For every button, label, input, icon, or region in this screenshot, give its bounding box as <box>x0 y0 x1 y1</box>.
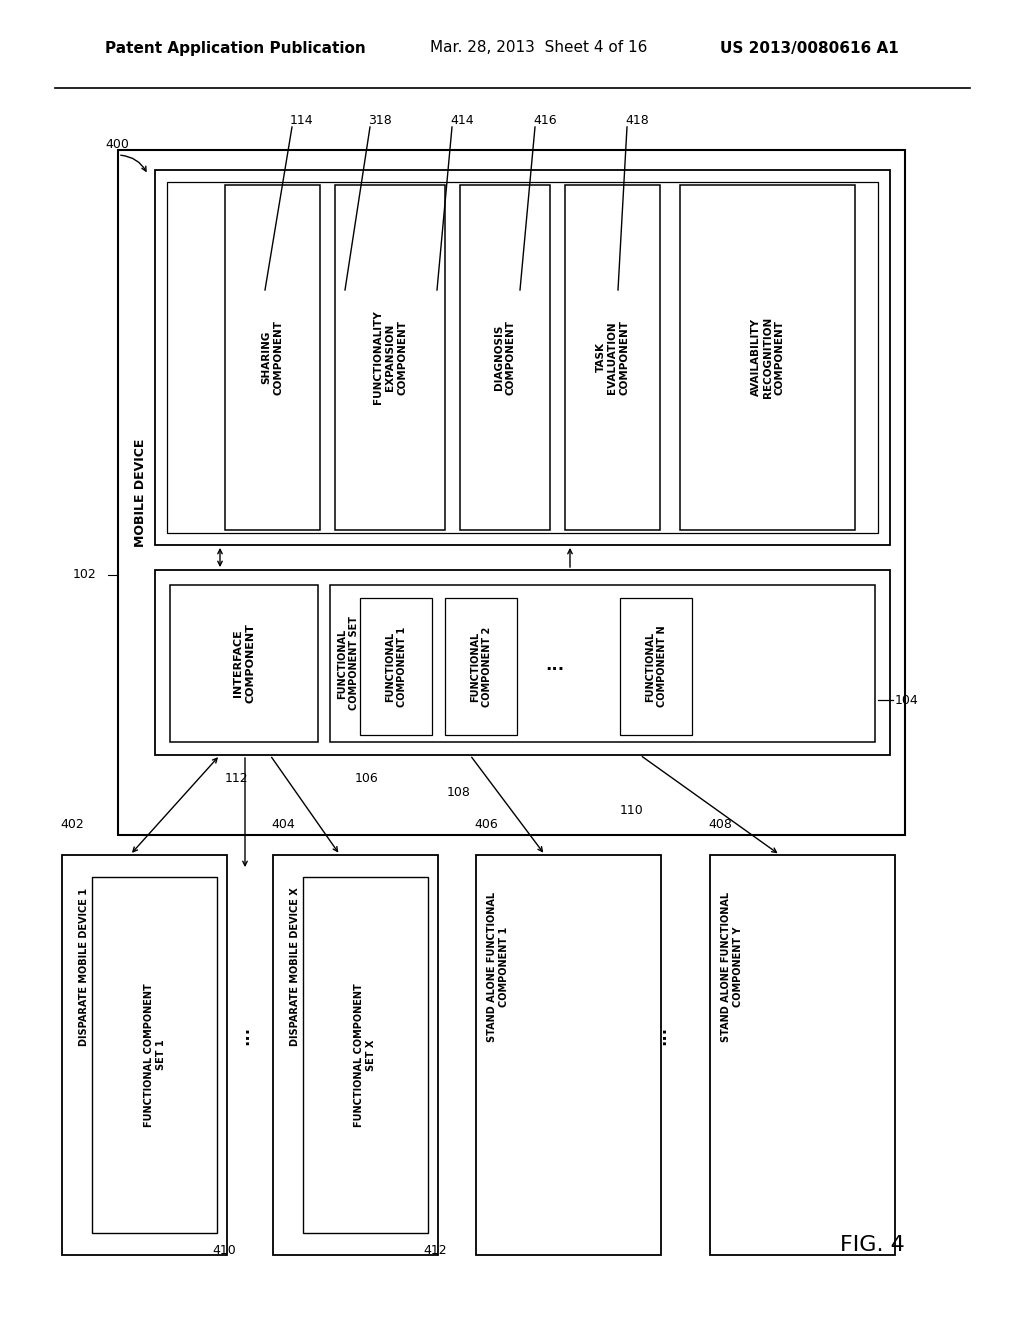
Bar <box>155 570 890 755</box>
Text: 402: 402 <box>60 818 84 832</box>
Bar <box>155 170 890 545</box>
Text: 410: 410 <box>212 1245 236 1258</box>
Text: STAND ALONE FUNCTIONAL
COMPONENT Y: STAND ALONE FUNCTIONAL COMPONENT Y <box>721 892 743 1041</box>
Text: 114: 114 <box>290 114 313 127</box>
Text: TASK
EVALUATION
COMPONENT: TASK EVALUATION COMPONENT <box>596 319 630 395</box>
Bar <box>170 585 318 742</box>
Text: ...: ... <box>546 656 564 675</box>
Text: 408: 408 <box>708 818 732 832</box>
Bar <box>330 585 874 742</box>
Text: Patent Application Publication: Patent Application Publication <box>105 41 366 55</box>
Bar <box>118 150 905 836</box>
Bar <box>710 855 895 1255</box>
Text: DISPARATE MOBILE DEVICE 1: DISPARATE MOBILE DEVICE 1 <box>79 888 89 1045</box>
Text: FUNCTIONAL
COMPONENT 2: FUNCTIONAL COMPONENT 2 <box>470 627 492 706</box>
Text: 102: 102 <box>73 568 96 581</box>
Text: SHARING
COMPONENT: SHARING COMPONENT <box>261 319 284 395</box>
Text: MOBILE DEVICE: MOBILE DEVICE <box>133 438 146 546</box>
Text: 400: 400 <box>105 139 129 152</box>
Text: 112: 112 <box>225 771 249 784</box>
Bar <box>225 185 319 531</box>
Text: 108: 108 <box>447 785 471 799</box>
Bar <box>62 855 227 1255</box>
Text: FUNCTIONAL
COMPONENT SET: FUNCTIONAL COMPONENT SET <box>337 616 359 710</box>
Bar <box>335 185 445 531</box>
Bar <box>680 185 855 531</box>
Text: 110: 110 <box>620 804 644 817</box>
Text: DISPARATE MOBILE DEVICE X: DISPARATE MOBILE DEVICE X <box>290 887 300 1047</box>
Bar <box>273 855 438 1255</box>
Bar <box>360 598 432 735</box>
Text: 414: 414 <box>450 114 474 127</box>
Text: STAND ALONE FUNCTIONAL
COMPONENT 1: STAND ALONE FUNCTIONAL COMPONENT 1 <box>487 892 509 1041</box>
Text: ...: ... <box>234 1026 252 1044</box>
Text: 406: 406 <box>474 818 498 832</box>
Bar <box>620 598 692 735</box>
Bar <box>445 598 517 735</box>
Text: FUNCTIONAL COMPONENT
SET X: FUNCTIONAL COMPONENT SET X <box>354 983 377 1127</box>
Bar <box>460 185 550 531</box>
Bar <box>303 876 428 1233</box>
Text: 104: 104 <box>895 693 919 706</box>
Text: FUNCTIONAL COMPONENT
SET 1: FUNCTIONAL COMPONENT SET 1 <box>143 983 166 1127</box>
Text: 412: 412 <box>423 1245 446 1258</box>
Text: FUNCTIONALITY
EXPANSION
COMPONENT: FUNCTIONALITY EXPANSION COMPONENT <box>373 310 407 404</box>
Bar <box>167 182 878 533</box>
Text: 404: 404 <box>271 818 295 832</box>
Text: DIAGNOSIS
COMPONENT: DIAGNOSIS COMPONENT <box>494 319 516 395</box>
Text: ...: ... <box>651 1026 669 1044</box>
Text: 416: 416 <box>534 114 557 127</box>
Text: FUNCTIONAL
COMPONENT N: FUNCTIONAL COMPONENT N <box>645 626 667 708</box>
Text: US 2013/0080616 A1: US 2013/0080616 A1 <box>720 41 899 55</box>
Text: FUNCTIONAL
COMPONENT 1: FUNCTIONAL COMPONENT 1 <box>385 627 407 706</box>
Text: 418: 418 <box>625 114 649 127</box>
Text: Mar. 28, 2013  Sheet 4 of 16: Mar. 28, 2013 Sheet 4 of 16 <box>430 41 647 55</box>
Text: FIG. 4: FIG. 4 <box>840 1236 905 1255</box>
Text: INTERFACE
COMPONENT: INTERFACE COMPONENT <box>233 623 255 704</box>
Bar <box>476 855 662 1255</box>
Text: 106: 106 <box>355 771 379 784</box>
Bar <box>565 185 660 531</box>
Text: 318: 318 <box>368 114 392 127</box>
Bar <box>92 876 217 1233</box>
Text: AVAILABILITY
RECOGNITION
COMPONENT: AVAILABILITY RECOGNITION COMPONENT <box>751 317 784 399</box>
